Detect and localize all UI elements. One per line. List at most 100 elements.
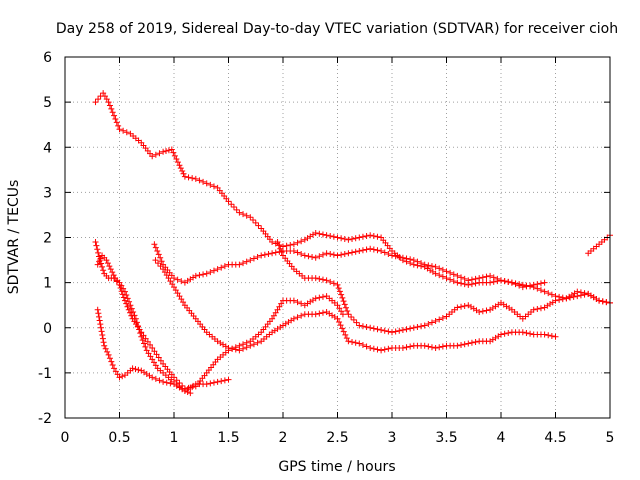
data-point xyxy=(432,270,439,277)
data-point xyxy=(330,251,337,258)
data-point xyxy=(323,232,330,239)
data-point xyxy=(229,345,236,352)
data-point xyxy=(298,300,305,307)
data-point xyxy=(396,327,403,334)
data-point xyxy=(305,253,312,260)
data-point xyxy=(119,373,126,380)
data-point xyxy=(342,331,349,338)
data-point xyxy=(126,298,133,305)
data-point xyxy=(143,347,150,354)
data-point xyxy=(479,308,486,315)
data-point xyxy=(243,258,250,265)
data-point xyxy=(290,248,297,255)
data-point xyxy=(348,314,355,321)
data-point xyxy=(534,305,541,312)
data-point xyxy=(545,290,552,297)
data-point xyxy=(139,337,146,344)
data-point xyxy=(93,242,100,249)
data-point xyxy=(370,345,377,352)
data-point xyxy=(230,204,237,211)
data-point xyxy=(96,258,103,265)
data-point xyxy=(425,343,432,350)
data-point xyxy=(269,315,276,322)
data-point xyxy=(472,339,479,346)
data-point xyxy=(181,387,188,394)
data-point xyxy=(173,155,180,162)
data-point xyxy=(316,253,323,260)
data-point xyxy=(487,279,494,286)
data-point xyxy=(356,248,363,255)
data-point xyxy=(240,260,247,267)
data-point xyxy=(247,257,254,264)
data-point xyxy=(349,339,356,346)
data-point xyxy=(458,342,465,349)
data-point xyxy=(113,119,120,126)
data-point xyxy=(228,201,235,208)
data-point xyxy=(527,282,534,289)
data-point xyxy=(574,288,581,295)
data-point xyxy=(151,359,158,366)
data-point xyxy=(100,267,107,274)
data-point xyxy=(130,308,137,315)
data-point xyxy=(349,249,356,256)
data-point xyxy=(363,232,370,239)
data-point xyxy=(109,269,116,276)
data-point xyxy=(301,252,308,259)
data-point xyxy=(344,307,351,314)
data-point xyxy=(121,288,128,295)
data-point xyxy=(407,343,414,350)
data-point xyxy=(210,183,217,190)
data-point xyxy=(367,245,374,252)
data-point xyxy=(336,288,343,295)
data-point xyxy=(118,282,125,289)
data-point xyxy=(261,251,268,258)
data-point xyxy=(436,265,443,272)
y-tick-labels: -2 -1 0 1 2 3 4 5 6 xyxy=(38,50,52,427)
data-point xyxy=(207,269,214,276)
data-point xyxy=(95,310,102,317)
data-point xyxy=(461,302,468,309)
data-point xyxy=(133,319,140,326)
data-point xyxy=(236,209,243,216)
data-point xyxy=(530,306,537,313)
data-point xyxy=(165,147,172,154)
data-point xyxy=(345,338,352,345)
data-point xyxy=(316,294,323,301)
data-point xyxy=(115,122,122,129)
data-point xyxy=(99,263,106,270)
data-point xyxy=(356,234,363,241)
data-point xyxy=(399,254,406,261)
data-point xyxy=(312,311,319,318)
data-point xyxy=(218,378,225,385)
data-point xyxy=(154,248,161,255)
data-point xyxy=(276,303,283,310)
data-point xyxy=(498,277,504,284)
data-point xyxy=(359,342,366,349)
data-point xyxy=(559,296,566,303)
data-point xyxy=(498,331,504,338)
data-point xyxy=(171,284,177,291)
data-point xyxy=(338,251,345,258)
data-point xyxy=(167,380,174,387)
data-point xyxy=(385,328,392,335)
data-point xyxy=(381,249,388,256)
data-point xyxy=(254,254,261,261)
data-point xyxy=(336,305,343,312)
data-point xyxy=(407,256,414,263)
data-point xyxy=(323,250,330,257)
data-point xyxy=(174,159,181,166)
data-point xyxy=(370,325,377,332)
data-point xyxy=(428,319,435,326)
data-point xyxy=(458,303,465,310)
data-point xyxy=(298,251,305,258)
data-point xyxy=(258,252,265,259)
x-tick-label: 4.5 xyxy=(544,430,566,446)
series-track-8 xyxy=(585,232,613,257)
data-point xyxy=(147,353,154,360)
data-point xyxy=(527,330,534,337)
data-point xyxy=(156,150,163,157)
data-point xyxy=(99,335,106,342)
data-point xyxy=(120,285,127,292)
data-point xyxy=(599,298,606,305)
data-point xyxy=(447,276,454,283)
